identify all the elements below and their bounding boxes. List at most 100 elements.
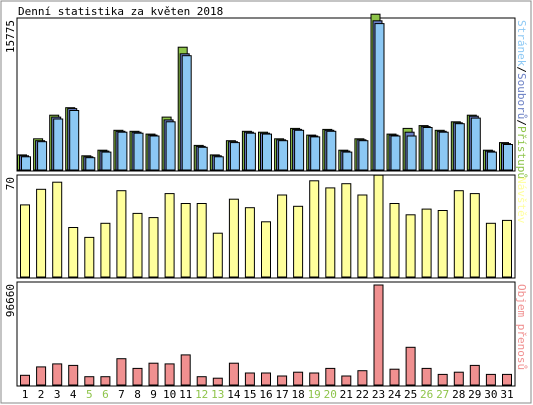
bar-middle-Návštěv-29 [469, 193, 480, 278]
legend: Návštěv [515, 177, 528, 224]
bar-middle-Návštěv-1 [20, 204, 30, 278]
bar-middle-Návštěv-25 [405, 214, 416, 278]
x-tick-label: 10 [163, 388, 176, 401]
x-tick-label: 18 [291, 388, 304, 401]
bar-middle-Návštěv-3 [52, 181, 63, 278]
bar-top-Stránek-30 [486, 151, 497, 171]
bar-middle-Návštěv-21 [341, 183, 352, 278]
x-tick-label: 29 [468, 388, 481, 401]
legend-entry: Souborů [515, 73, 528, 119]
bar-bottom-Objem přenosů-27 [437, 373, 448, 386]
bar-top-Stránek-22 [358, 140, 369, 171]
bar-top-Stránek-4 [69, 110, 80, 171]
x-tick-label: 24 [388, 388, 402, 401]
bar-top-Stránek-11 [181, 55, 192, 171]
bar-middle-Návštěv-9 [148, 217, 159, 278]
bar-bottom-Objem přenosů-15 [244, 372, 255, 386]
chart-title: Denní statistika za květen 2018 [18, 5, 223, 18]
legend-entry: Přístupů [515, 126, 528, 179]
bar-middle-Návštěv-10 [164, 193, 175, 278]
bar-top-Stránek-26 [422, 127, 433, 171]
legend-separator: / [515, 119, 528, 126]
bar-middle-Návštěv-7 [116, 190, 127, 278]
bar-bottom-Objem přenosů-24 [389, 368, 400, 386]
bar-bottom-Objem přenosů-18 [293, 371, 304, 386]
bar-middle-Návštěv-4 [68, 227, 79, 278]
bar-bottom-Objem přenosů-10 [164, 363, 175, 386]
bar-bottom-Objem přenosů-20 [325, 367, 336, 386]
bar-bottom-Objem přenosů-12 [196, 376, 207, 386]
x-tick-label: 9 [150, 388, 157, 401]
x-tick-label: 19 [308, 388, 321, 401]
bar-bottom-Objem přenosů-16 [261, 372, 271, 386]
legend-separator: / [515, 66, 528, 73]
x-tick-label: 23 [372, 388, 385, 401]
bar-middle-Návštěv-18 [293, 205, 304, 278]
bar-middle-Návštěv-16 [261, 221, 271, 278]
x-tick-label: 21 [340, 388, 353, 401]
bar-middle-Návštěv-23 [373, 174, 384, 278]
x-tick-label: 8 [134, 388, 141, 401]
bar-bottom-Objem přenosů-17 [277, 375, 288, 386]
x-tick-label: 13 [211, 388, 224, 401]
bar-top-Stránek-6 [101, 151, 112, 171]
x-tick-label: 25 [404, 388, 417, 401]
bar-top-Stránek-24 [390, 135, 401, 171]
bar-top-Stránek-14 [229, 142, 240, 171]
x-tick-label: 14 [227, 388, 241, 401]
x-tick-label: 16 [259, 388, 272, 401]
bar-bottom-Objem přenosů-5 [84, 376, 95, 386]
x-tick-label: 30 [484, 388, 497, 401]
bar-middle-Návštěv-13 [212, 232, 223, 278]
bar-bottom-Objem přenosů-6 [100, 376, 111, 386]
bar-middle-Návštěv-27 [437, 210, 448, 278]
bar-bottom-Objem přenosů-13 [212, 377, 223, 386]
bar-bottom-Objem přenosů-21 [341, 375, 352, 386]
bar-top-Stránek-2 [37, 141, 48, 171]
bar-middle-Návštěv-26 [421, 208, 432, 278]
bar-middle-Návštěv-6 [100, 222, 111, 278]
legend-entry: Návštěv [515, 177, 528, 224]
bar-middle-Návštěv-2 [36, 188, 47, 278]
bar-bottom-Objem přenosů-30 [485, 373, 496, 386]
legend: Stránek/Souborů/Přístupů [515, 20, 528, 179]
bar-middle-Návštěv-24 [389, 203, 400, 278]
bar-top-Stránek-1 [21, 156, 31, 171]
x-tick-label: 12 [195, 388, 208, 401]
x-tick-label: 4 [70, 388, 77, 401]
panel-bottom: 96660 Objem přenosů [4, 281, 528, 387]
bar-top-Stránek-5 [85, 157, 96, 171]
x-tick-label: 1 [22, 388, 29, 401]
bar-bottom-Objem přenosů-1 [20, 374, 30, 386]
bar-top-Stránek-28 [454, 123, 465, 171]
y-max-label: 96660 [4, 284, 17, 317]
bar-bottom-Objem přenosů-3 [52, 363, 63, 386]
bar-bottom-Objem přenosů-4 [68, 364, 79, 386]
panel-frame [16, 281, 516, 387]
legend-entry: Objem přenosů [515, 284, 528, 370]
bar-middle-Návštěv-20 [325, 187, 336, 278]
x-tick-label: 7 [118, 388, 125, 401]
x-tick-label: 3 [54, 388, 61, 401]
x-tick-label: 27 [436, 388, 449, 401]
bar-bottom-Objem přenosů-7 [116, 358, 127, 386]
x-tick-label: 31 [500, 388, 513, 401]
bar-middle-Návštěv-8 [132, 212, 143, 278]
bar-top-Stránek-31 [503, 144, 513, 171]
bar-bottom-Objem přenosů-19 [309, 372, 320, 386]
bar-bottom-Objem přenosů-2 [36, 366, 47, 386]
bar-middle-Návštěv-19 [309, 180, 320, 278]
bar-middle-Návštěv-12 [196, 203, 207, 278]
bar-bottom-Objem přenosů-31 [502, 373, 512, 386]
legend-entry: Stránek [515, 20, 528, 67]
bar-top-Stránek-7 [117, 131, 128, 171]
bar-bottom-Objem přenosů-9 [148, 362, 159, 386]
bar-top-Stránek-8 [133, 132, 144, 171]
bar-middle-Návštěv-28 [453, 190, 464, 278]
panel-top: 15775 Stránek/Souborů/Přístupů [4, 13, 528, 179]
bar-top-Stránek-9 [149, 135, 160, 171]
bar-top-Stránek-27 [438, 131, 449, 171]
